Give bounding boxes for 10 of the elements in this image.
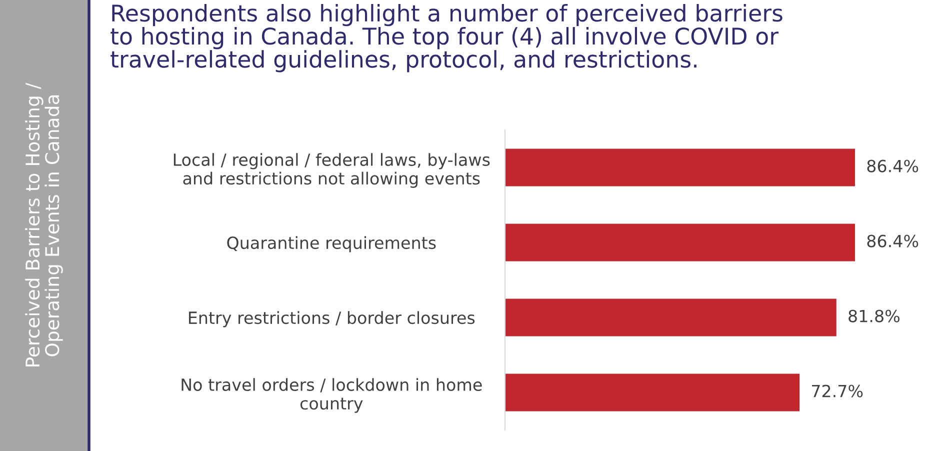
data-label: 72.7% bbox=[812, 384, 863, 398]
y-tick-label: No travel orders / lockdown in home country bbox=[182, 378, 482, 413]
data-label: 81.8% bbox=[848, 310, 900, 322]
data-label: 86.4% bbox=[867, 160, 918, 172]
text: Perceived Barriers to Hosting / Operating Events in Canada bbox=[25, 82, 63, 366]
y-tick-label: Entry restrictions / border closures bbox=[189, 311, 475, 328]
chart-title: Respondents also highlight a number of perceived barriers to hosting in Canada. The top four (4) all involve COVID or travel-related guidelines, protocol, and restrictions. bbox=[110, 4, 782, 72]
data-label: 86.4% bbox=[867, 234, 918, 248]
y-tick-label: Local / regional / federal laws, by-laws and restrictions not allowing events bbox=[174, 153, 490, 188]
y-tick-label: Quarantine requirements bbox=[227, 236, 436, 252]
